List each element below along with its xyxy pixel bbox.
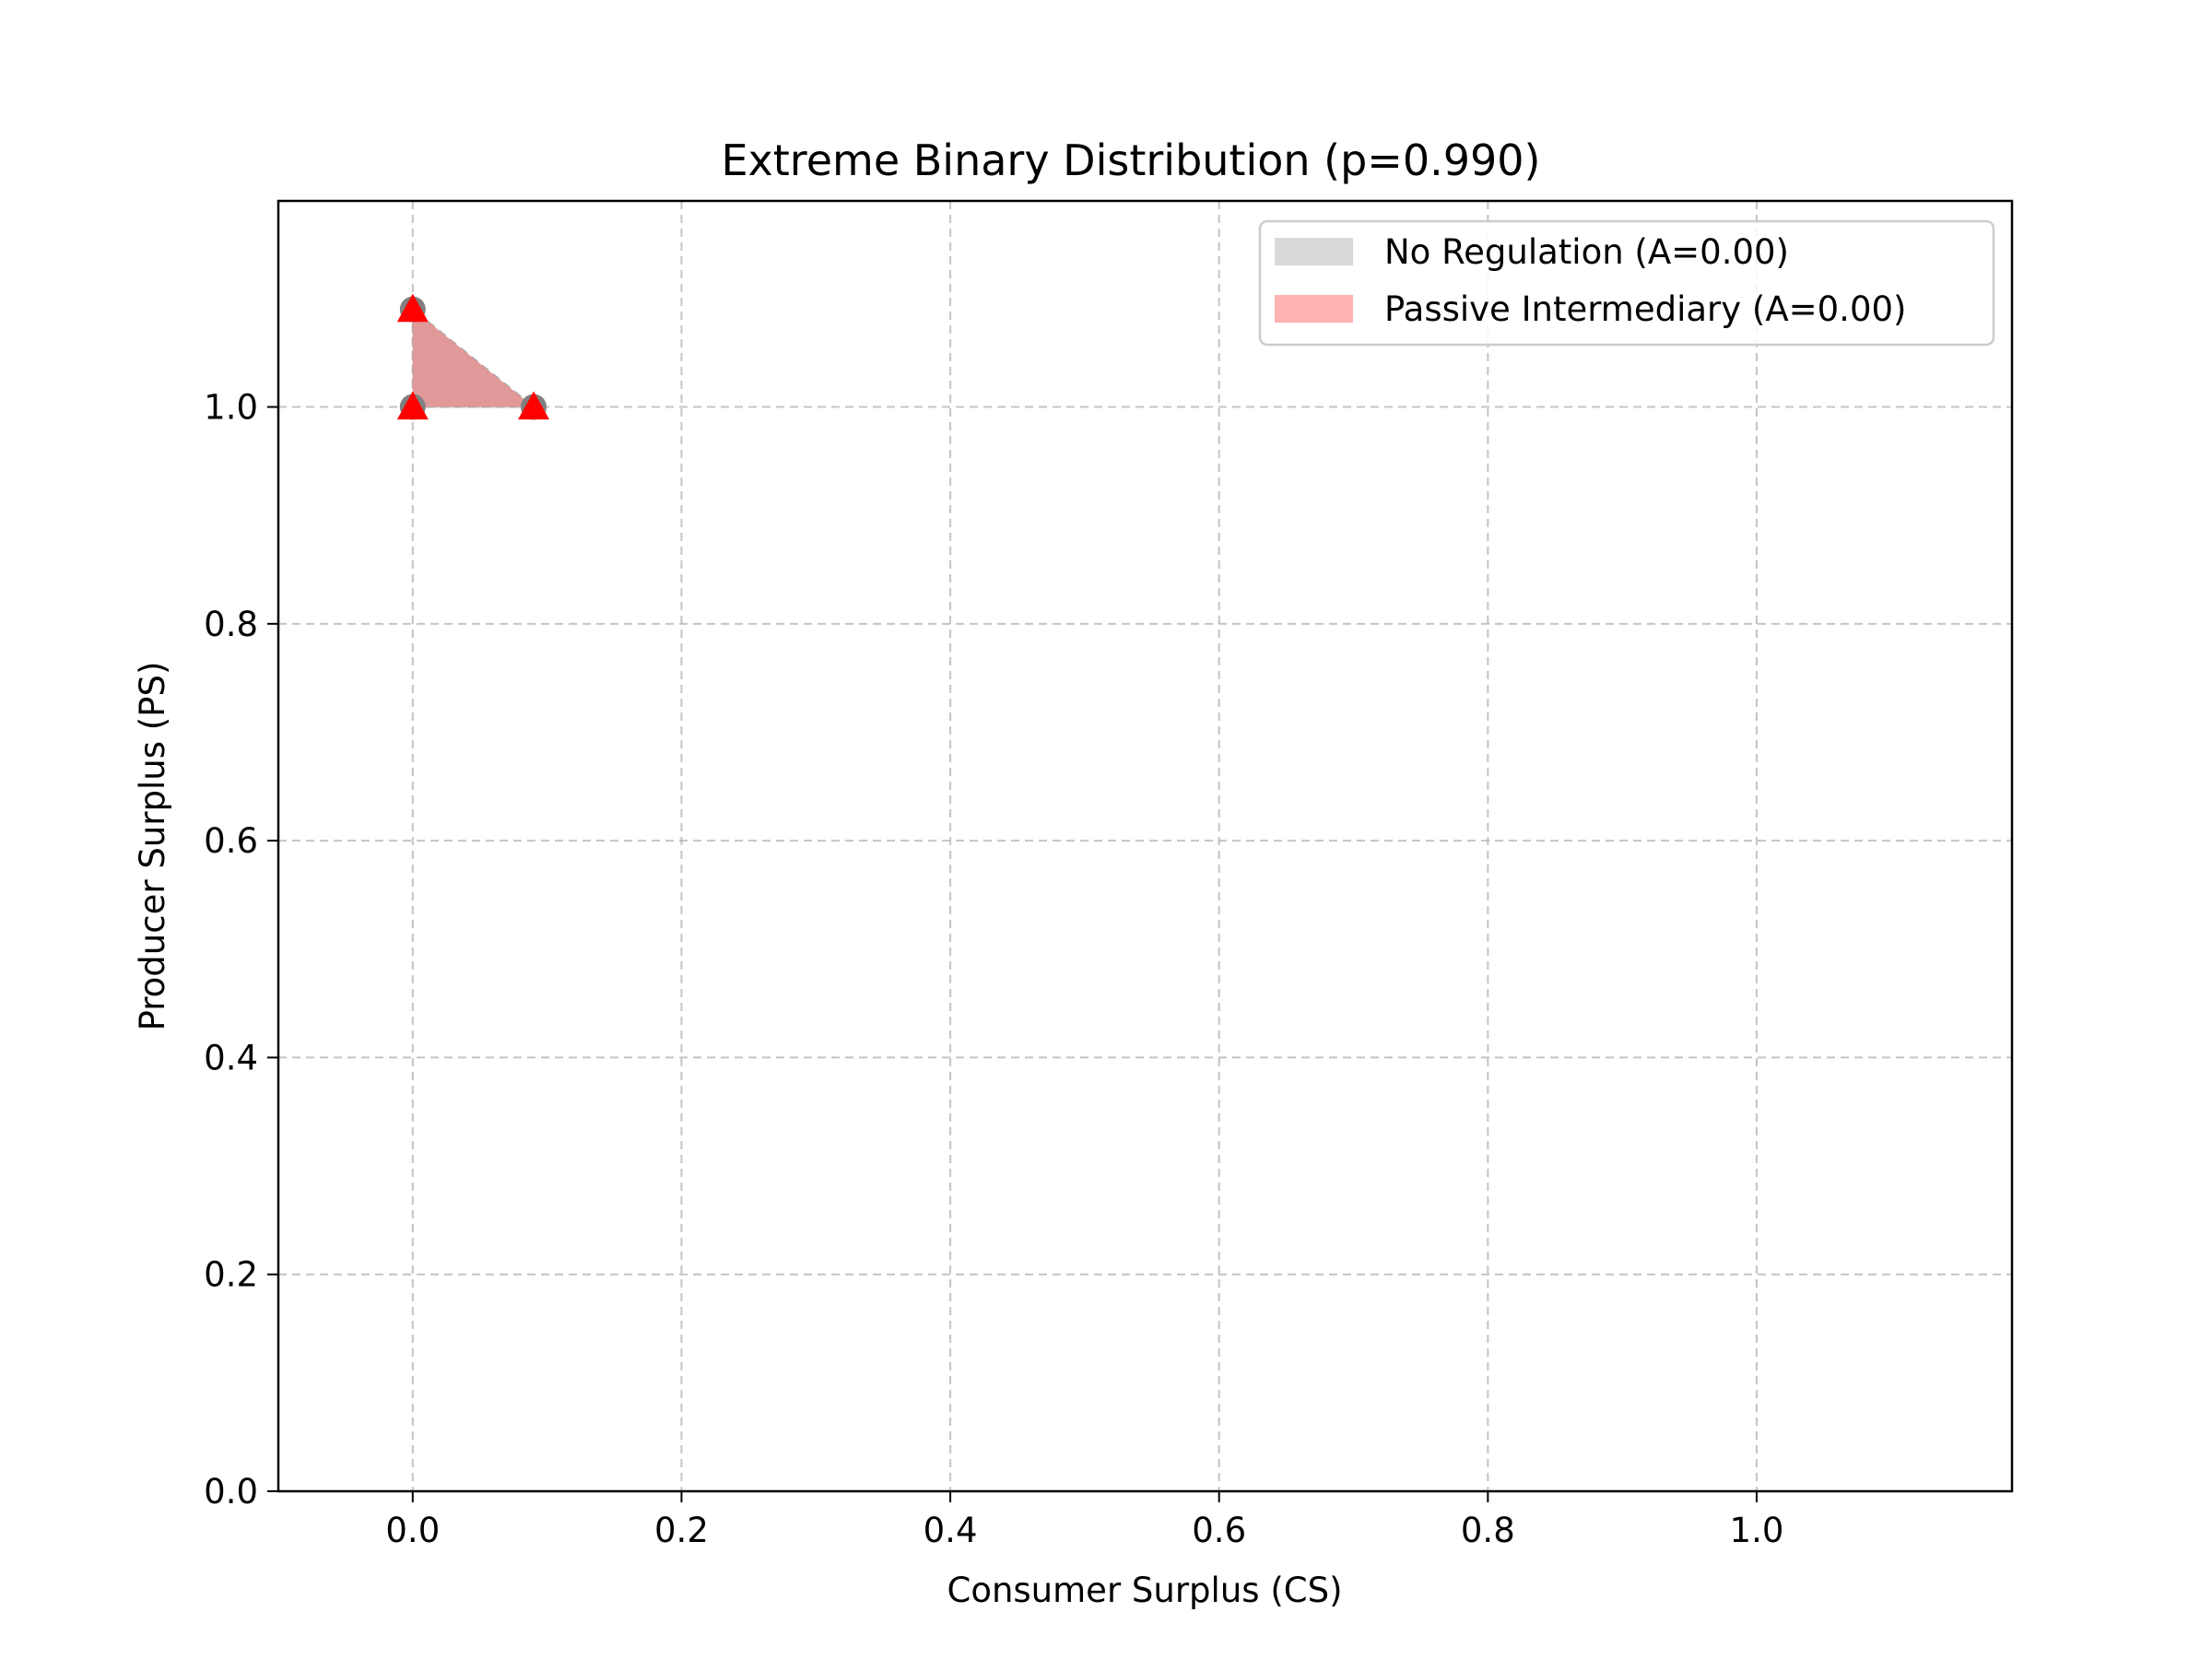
x-tick-label: 0.8 xyxy=(1461,1511,1515,1550)
y-axis-label: Producer Surplus (PS) xyxy=(133,662,172,1031)
x-tick-label: 0.2 xyxy=(654,1511,709,1550)
y-axis-ticks: 0.0 0.2 0.4 0.6 0.8 1.0 xyxy=(204,388,278,1512)
point-marker-series1-1 xyxy=(396,391,429,420)
x-tick-label: 0.4 xyxy=(924,1511,978,1550)
y-tick-label: 0.2 xyxy=(204,1255,258,1295)
y-tick-label: 0.6 xyxy=(204,821,258,861)
x-axis-label: Consumer Surplus (CS) xyxy=(947,1571,1342,1610)
y-tick-label: 0.8 xyxy=(204,605,258,644)
x-tick-label: 1.0 xyxy=(1730,1511,1784,1550)
region-1 xyxy=(412,309,535,407)
y-tick-label: 1.0 xyxy=(204,388,258,428)
legend-label-no-regulation: No Regulation (A=0.00) xyxy=(1384,232,1789,272)
legend-swatch-passive-intermediary xyxy=(1275,295,1353,323)
legend: No Regulation (A=0.00) Passive Intermedi… xyxy=(1258,219,1995,347)
legend-swatch-no-regulation xyxy=(1275,238,1353,265)
legend-frame xyxy=(1258,219,1995,347)
grid xyxy=(278,201,2012,1492)
chart-title: Extreme Binary Distribution (p=0.990) xyxy=(721,135,1540,185)
legend-label-passive-intermediary: Passive Intermediary (A=0.00) xyxy=(1384,289,1906,329)
surplus-regions xyxy=(411,307,536,408)
data-markers xyxy=(396,293,550,420)
x-tick-label: 0.6 xyxy=(1192,1511,1246,1550)
y-tick-label: 0.0 xyxy=(204,1472,258,1512)
point-marker-series1-0 xyxy=(396,293,429,323)
point-marker-series1-2 xyxy=(518,391,550,420)
x-tick-label: 0.0 xyxy=(385,1511,440,1550)
plot-frame xyxy=(276,199,2014,1493)
y-tick-label: 0.4 xyxy=(204,1038,258,1077)
x-axis-ticks: 0.0 0.2 0.4 0.6 0.8 1.0 xyxy=(385,1491,1783,1550)
